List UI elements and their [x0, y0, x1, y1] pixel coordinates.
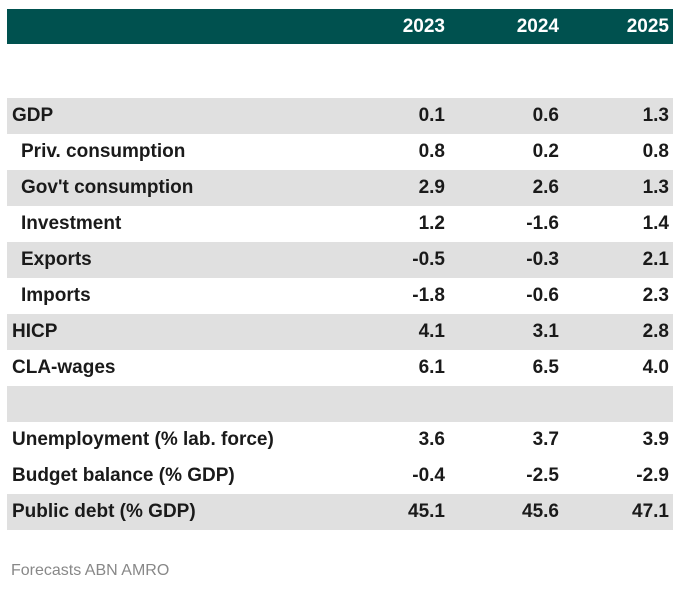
cell-2025: 1.4 — [642, 213, 669, 234]
header-2025: 2025 — [626, 15, 669, 37]
table-row: Public debt (% GDP) 45.1 45.6 47.1 — [7, 494, 673, 530]
row-label: Priv. consumption — [21, 141, 186, 162]
cell-2024: 6.5 — [532, 357, 559, 378]
cell-2023: 6.1 — [418, 357, 445, 378]
table-row: Exports -0.5 -0.3 2.1 — [7, 242, 673, 278]
cell-2023: -0.4 — [412, 465, 445, 486]
cell-2023: -0.5 — [412, 249, 445, 270]
row-label: CLA-wages — [12, 357, 116, 378]
cell-2024: -1.6 — [526, 213, 559, 234]
row-label: HICP — [12, 321, 58, 342]
cell-2023: 1.2 — [418, 213, 445, 234]
table-row: Priv. consumption 0.8 0.2 0.8 — [7, 134, 673, 170]
cell-2023: 3.6 — [418, 429, 445, 450]
cell-2025: 1.3 — [642, 177, 669, 198]
spacer-row — [7, 386, 673, 422]
row-label: GDP — [12, 105, 54, 126]
table-row: Unemployment (% lab. force) 3.6 3.7 3.9 — [7, 422, 673, 458]
source-note: Forecasts ABN AMRO — [11, 562, 170, 579]
row-label: Exports — [21, 249, 92, 270]
cell-2023: 0.8 — [418, 141, 445, 162]
row-label: Unemployment (% lab. force) — [12, 429, 274, 450]
cell-2024: 0.2 — [532, 141, 559, 162]
cell-2024: 0.6 — [532, 105, 559, 126]
cell-2025: 2.1 — [642, 249, 669, 270]
row-label: Budget balance (% GDP) — [12, 465, 235, 486]
row-label: Gov't consumption — [21, 177, 194, 198]
cell-2024: 45.6 — [522, 501, 559, 522]
header-2024: 2024 — [516, 15, 559, 37]
cell-2025: 2.3 — [642, 285, 669, 306]
cell-2025: 2.8 — [642, 321, 669, 342]
cell-2023: 0.1 — [418, 105, 445, 126]
table-row: Imports -1.8 -0.6 2.3 — [7, 278, 673, 314]
cell-2023: 45.1 — [408, 501, 445, 522]
cell-2025: 3.9 — [642, 429, 669, 450]
cell-2023: 4.1 — [418, 321, 445, 342]
row-label: Public debt (% GDP) — [12, 501, 196, 522]
cell-2025: -2.9 — [636, 465, 669, 486]
cell-2024: -0.3 — [526, 249, 559, 270]
header-2023: 2023 — [402, 15, 445, 37]
table-row: Investment 1.2 -1.6 1.4 — [7, 206, 673, 242]
cell-2024: 3.1 — [532, 321, 559, 342]
spacer-row — [7, 62, 673, 98]
cell-2023: 2.9 — [418, 177, 445, 198]
row-label: Investment — [21, 213, 122, 234]
cell-2024: -2.5 — [526, 465, 559, 486]
row-label: Imports — [21, 285, 91, 306]
cell-2025: 4.0 — [642, 357, 669, 378]
table-row: HICP 4.1 3.1 2.8 — [7, 314, 673, 350]
cell-2024: 3.7 — [532, 429, 559, 450]
cell-2025: 47.1 — [632, 501, 669, 522]
table-row: GDP 0.1 0.6 1.3 — [7, 98, 673, 134]
cell-2024: -0.6 — [526, 285, 559, 306]
cell-2024: 2.6 — [532, 177, 559, 198]
table-header: 2023 2024 2025 — [7, 9, 673, 44]
cell-2023: -1.8 — [412, 285, 445, 306]
cell-2025: 1.3 — [642, 105, 669, 126]
table-row: Gov't consumption 2.9 2.6 1.3 — [7, 170, 673, 206]
table-row: Budget balance (% GDP) -0.4 -2.5 -2.9 — [7, 458, 673, 494]
cell-2025: 0.8 — [642, 141, 669, 162]
table-row: CLA-wages 6.1 6.5 4.0 — [7, 350, 673, 386]
